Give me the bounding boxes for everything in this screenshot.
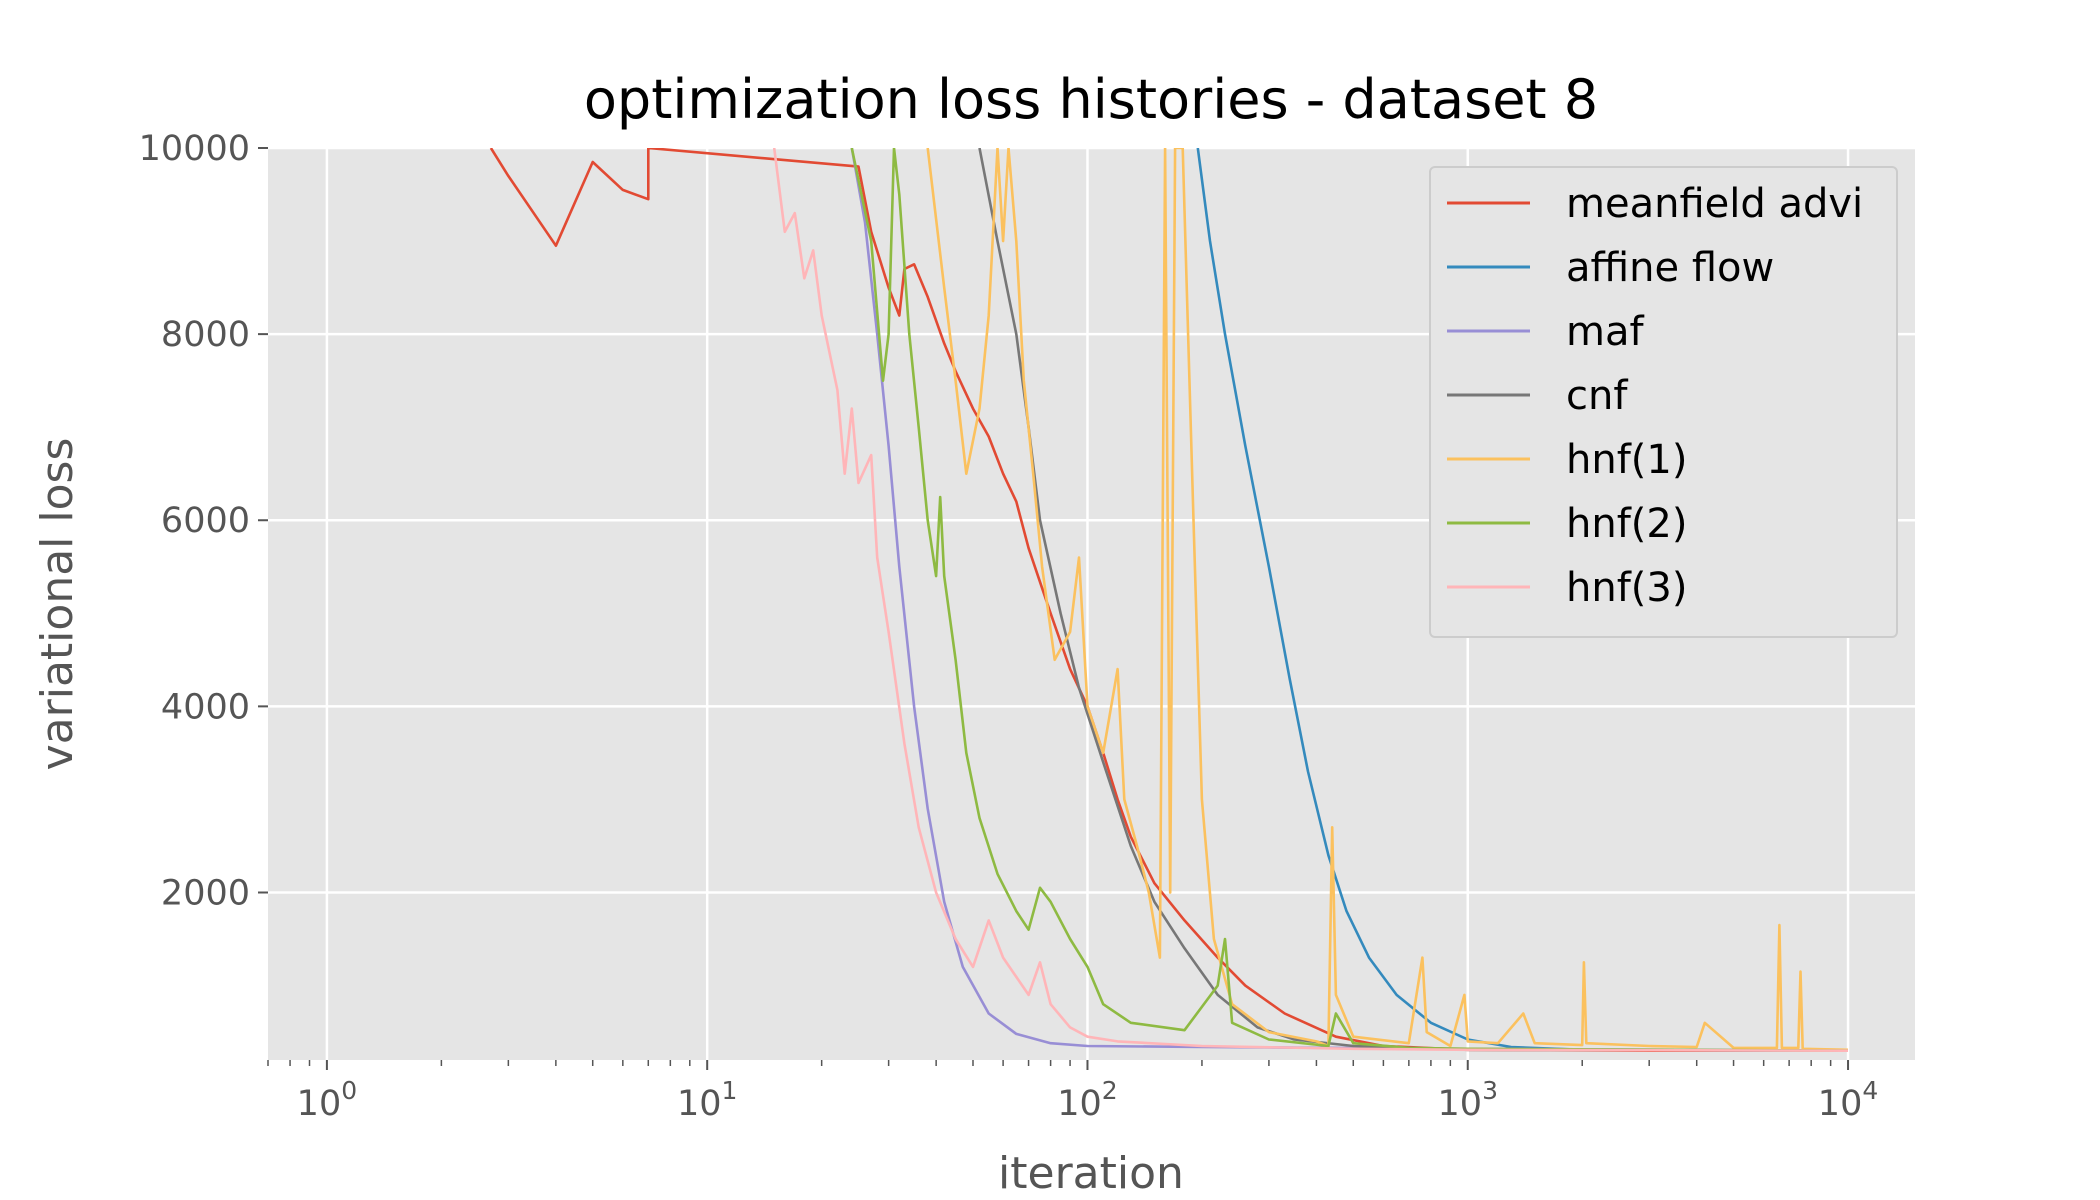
series-line-hnf-1 (926, 148, 1849, 1052)
axes: 100 101 102 103 104 2000 4000 6000 8000 10000 (139, 129, 1879, 1124)
y-tick-label: 4000 (161, 687, 250, 727)
series-line-hnf-2 (850, 148, 1849, 1052)
y-tick-label: 10000 (139, 129, 250, 169)
x-tick-label: 104 (1818, 1076, 1878, 1124)
x-tick-label: 101 (677, 1076, 737, 1124)
y-axis-label: variational loss (32, 438, 83, 771)
x-tick-label: 100 (297, 1076, 357, 1124)
legend-label: hnf(2) (1566, 501, 1687, 547)
chart-title: optimization loss histories - dataset 8 (584, 68, 1598, 131)
x-axis-label: iteration (998, 1148, 1184, 1199)
y-tick-label: 6000 (161, 501, 250, 541)
x-tick-label: 102 (1057, 1076, 1117, 1124)
series-line-hnf-3 (772, 148, 1849, 1052)
legend-label: affine flow (1566, 245, 1774, 291)
legend-label: hnf(3) (1566, 565, 1687, 611)
legend-label: maf (1566, 309, 1644, 355)
legend: meanfield advi affine flow maf cnf hnf(1) hnf… (1429, 166, 1898, 638)
y-tick-label: 8000 (161, 315, 250, 355)
legend-label: hnf(1) (1566, 437, 1687, 483)
legend-label: cnf (1566, 373, 1628, 419)
legend-label: meanfield advi (1566, 181, 1863, 227)
legend-box (1429, 166, 1898, 638)
y-tick-label: 2000 (161, 873, 250, 913)
series-line-meanfield-advi (489, 148, 1848, 1052)
x-tick-label: 103 (1438, 1076, 1498, 1124)
series-layer (489, 148, 1849, 1052)
grid-lines (268, 146, 1915, 1060)
